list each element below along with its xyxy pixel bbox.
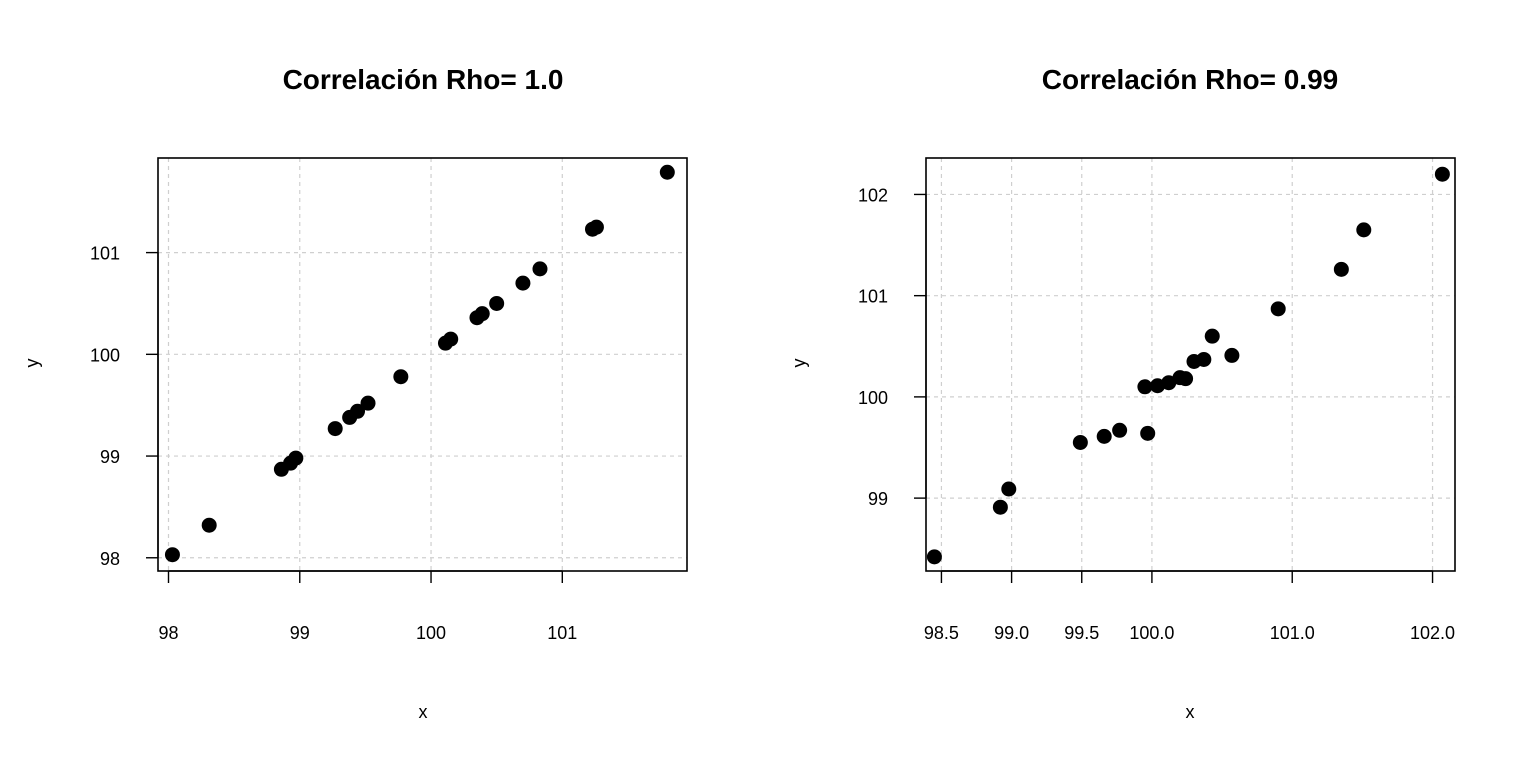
scatter-point [1270, 301, 1286, 317]
y-tick-label: 98 [100, 549, 120, 569]
x-tick-label: 98 [158, 623, 178, 643]
axis-ticks: 98 99 100 101 98 99 100 101 [90, 244, 577, 643]
chart-title: Correlación Rho= 0.99 [1042, 64, 1338, 95]
x-tick-label: 98.5 [924, 623, 959, 643]
y-tick-label: 101 [90, 244, 120, 264]
x-tick-label: 100.0 [1129, 623, 1174, 643]
x-axis-label: x [419, 702, 428, 722]
scatter-point [360, 395, 376, 411]
grid [926, 158, 1455, 571]
scatter-point [926, 549, 942, 565]
scatter-point [1196, 351, 1212, 367]
scatter-point [350, 403, 366, 419]
scatter-points [926, 166, 1450, 565]
y-axis-label: y [22, 359, 42, 368]
scatter-point [201, 517, 217, 533]
scatter-point [1140, 425, 1156, 441]
scatter-point [474, 306, 490, 322]
scatter-point [1356, 222, 1372, 238]
scatter-point [1137, 379, 1153, 395]
scatter-point [1072, 434, 1088, 450]
scatter-point [393, 369, 409, 385]
scatter-point [1161, 375, 1177, 391]
x-tick-label: 101.0 [1270, 623, 1315, 643]
y-axis-label: y [789, 359, 809, 368]
scatter-point [532, 261, 548, 277]
y-tick-label: 99 [868, 489, 888, 509]
scatter-point [327, 421, 343, 437]
y-tick-label: 102 [858, 185, 888, 205]
x-tick-label: 99 [290, 623, 310, 643]
scatter-panel-rho-1: Correlación Rho= 1.0 x y 98 99 100 101 98 99 1… [22, 64, 688, 722]
scatter-point [992, 499, 1008, 515]
axis-ticks: 98.5 99.0 99.5 100.0 101.0 102.0 99 100 101 102 [858, 185, 1455, 643]
scatter-points [164, 164, 675, 563]
scatter-point [164, 547, 180, 563]
x-tick-label: 99.5 [1064, 623, 1099, 643]
scatter-point [588, 219, 604, 235]
scatter-panel-rho-099: Correlación Rho= 0.99 x y 98.5 99.0 99.5 10… [789, 64, 1456, 722]
x-tick-label: 100 [416, 623, 446, 643]
grid [158, 158, 687, 571]
scatter-point [1178, 371, 1194, 387]
scatter-point [489, 295, 505, 311]
scatter-point [1434, 166, 1450, 182]
scatter-point [288, 450, 304, 466]
y-tick-label: 100 [858, 388, 888, 408]
x-tick-label: 99.0 [994, 623, 1029, 643]
scatter-point [1204, 328, 1220, 344]
y-tick-label: 99 [100, 447, 120, 467]
plot-frame [157, 157, 688, 572]
x-axis-label: x [1186, 702, 1195, 722]
scatter-point [515, 275, 531, 291]
x-tick-label: 101 [547, 623, 577, 643]
y-tick-label: 101 [858, 287, 888, 307]
scatter-point [1150, 378, 1166, 394]
scatter-point [1001, 481, 1017, 497]
scatter-point [1112, 422, 1128, 438]
y-tick-label: 100 [90, 345, 120, 365]
plot-frame [925, 157, 1456, 572]
scatter-point [659, 164, 675, 180]
x-tick-label: 102.0 [1410, 623, 1455, 643]
scatter-point [1096, 428, 1112, 444]
scatter-point [1224, 347, 1240, 363]
scatter-point [1333, 261, 1349, 277]
chart-title: Correlación Rho= 1.0 [283, 64, 564, 95]
scatter-point [443, 331, 459, 347]
